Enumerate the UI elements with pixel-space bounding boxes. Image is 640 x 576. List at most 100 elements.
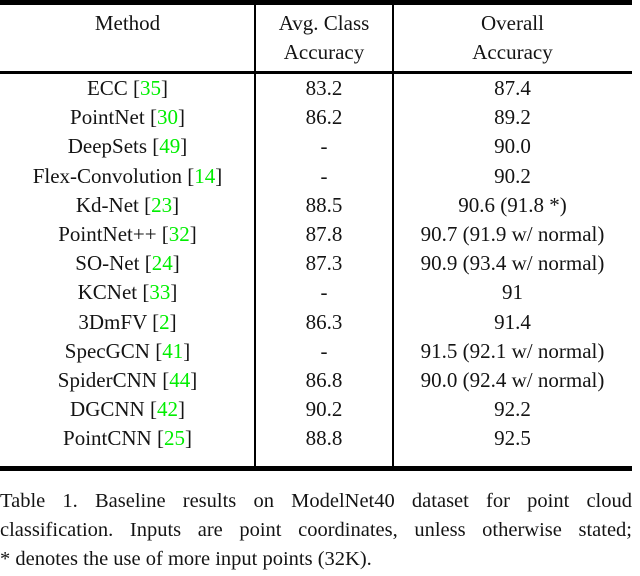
citation-link[interactable]: 30 bbox=[156, 105, 178, 130]
method-name: DeepSets bbox=[67, 134, 148, 159]
citation-link[interactable]: 42 bbox=[156, 397, 178, 422]
header-overall-line2: Accuracy bbox=[472, 40, 553, 64]
overall-accuracy-value: 90.2 bbox=[494, 163, 531, 188]
citation-bracket-close: ] bbox=[190, 368, 198, 393]
method-name: ECC bbox=[86, 76, 128, 100]
citation-bracket-close: ] bbox=[184, 426, 192, 451]
header-method: Method bbox=[94, 11, 161, 35]
overall-accuracy-value: 89.2 bbox=[494, 105, 531, 130]
avg-class-accuracy-value: 83.2 bbox=[305, 76, 343, 100]
avg-class-accuracy-value: 86.3 bbox=[305, 309, 343, 334]
citation-bracket-open: [ bbox=[144, 397, 157, 422]
header-avg-class-line2: Accuracy bbox=[283, 40, 365, 64]
method-name: Kd-Net bbox=[75, 192, 139, 217]
overall-accuracy-value: 92.5 bbox=[494, 426, 531, 451]
method-cell: SO-Net [24] bbox=[0, 249, 255, 278]
citation-bracket-open: [ bbox=[137, 280, 150, 305]
overall-accuracy-value: 91.5 (92.1 w/ normal) bbox=[420, 338, 605, 363]
method-name: Flex-Convolution bbox=[32, 163, 183, 188]
overall-accuracy-value: 90.7 (91.9 w/ normal) bbox=[420, 222, 605, 247]
citation-bracket-open: [ bbox=[156, 368, 170, 393]
table-row: Flex-Convolution [14] - 90.2 bbox=[0, 162, 632, 191]
citation-bracket-open: [ bbox=[127, 76, 141, 100]
overall-accuracy-value: 90.9 (93.4 w/ normal) bbox=[420, 251, 605, 276]
overall-accuracy-value: 90.0 (92.4 w/ normal) bbox=[420, 368, 605, 393]
citation-bracket-close: ] bbox=[172, 192, 180, 217]
citation-bracket-open: [ bbox=[182, 163, 195, 188]
citation-bracket-close: ] bbox=[169, 309, 177, 334]
citation-bracket-open: [ bbox=[151, 426, 164, 451]
citation-bracket-open: [ bbox=[138, 192, 152, 217]
avg-class-accuracy-value: 88.8 bbox=[305, 426, 343, 451]
method-cell: ECC [35] bbox=[0, 74, 255, 103]
method-cell: 3DmFV [2] bbox=[0, 308, 255, 337]
citation-bracket-open: [ bbox=[149, 338, 163, 363]
avg-class-accuracy-value: 86.8 bbox=[305, 368, 343, 393]
avg-class-accuracy-value: 87.8 bbox=[305, 222, 343, 247]
citation-link[interactable]: 14 bbox=[194, 163, 216, 188]
table-caption: Table 1. Baseline results on ModelNet40 … bbox=[0, 487, 632, 575]
avg-class-accuracy-value: - bbox=[320, 338, 328, 363]
avg-class-accuracy-value: 90.2 bbox=[305, 397, 343, 422]
overall-accuracy-value: 91 bbox=[502, 280, 523, 305]
top-rule bbox=[0, 0, 632, 5]
method-name: SpecGCN bbox=[64, 338, 150, 363]
citation-link[interactable]: 44 bbox=[169, 368, 191, 393]
method-cell: Kd-Net [23] bbox=[0, 191, 255, 220]
citation-bracket-close: ] bbox=[161, 76, 169, 100]
citation-bracket-open: [ bbox=[146, 309, 160, 334]
citation-bracket-close: ] bbox=[180, 134, 188, 159]
caption-line: * denotes the use of more input points (… bbox=[0, 548, 372, 571]
citation-link[interactable]: 35 bbox=[140, 76, 162, 100]
table-row: Kd-Net [23] 88.5 90.6 (91.8 *) bbox=[0, 191, 632, 220]
overall-accuracy-value: 91.4 bbox=[494, 309, 531, 334]
table-row: ECC [35] 83.2 87.4 bbox=[0, 74, 632, 103]
citation-link[interactable]: 25 bbox=[163, 426, 185, 451]
method-cell: SpecGCN [41] bbox=[0, 337, 255, 366]
method-cell: PointNet [30] bbox=[0, 103, 255, 132]
overall-accuracy-value: 90.0 bbox=[494, 134, 531, 159]
column-divider bbox=[254, 5, 256, 466]
table-header: Method Avg. Class Overall Accuracy Accur… bbox=[0, 5, 632, 71]
bottom-rule bbox=[0, 465, 632, 471]
citation-link[interactable]: 41 bbox=[162, 338, 184, 363]
citation-link[interactable]: 24 bbox=[151, 251, 173, 276]
method-name: 3DmFV bbox=[78, 309, 147, 334]
citation-bracket-close: ] bbox=[170, 280, 178, 305]
table-row: PointNet [30] 86.2 89.2 bbox=[0, 103, 632, 132]
citation-link[interactable]: 33 bbox=[149, 280, 171, 305]
method-name: PointNet bbox=[70, 105, 145, 130]
table-row: DeepSets [49] - 90.0 bbox=[0, 132, 632, 161]
method-cell: Flex-Convolution [14] bbox=[0, 162, 255, 191]
citation-bracket-close: ] bbox=[215, 163, 223, 188]
method-cell: PointCNN [25] bbox=[0, 424, 255, 453]
table-row: PointCNN [25] 88.8 92.5 bbox=[0, 424, 632, 453]
citation-bracket-close: ] bbox=[177, 397, 185, 422]
citation-link[interactable]: 23 bbox=[151, 192, 173, 217]
overall-accuracy-value: 90.6 (91.8 *) bbox=[458, 192, 567, 217]
header-avg-class-line1: Avg. Class bbox=[278, 11, 370, 35]
citation-link[interactable]: 49 bbox=[159, 134, 181, 159]
avg-class-accuracy-value: - bbox=[320, 280, 328, 305]
method-name: PointCNN bbox=[63, 426, 152, 451]
citation-bracket-open: [ bbox=[147, 134, 160, 159]
citation-bracket-open: [ bbox=[156, 222, 169, 247]
column-divider bbox=[392, 5, 394, 466]
citation-link[interactable]: 2 bbox=[159, 309, 170, 334]
citation-bracket-close: ] bbox=[183, 338, 191, 363]
table-row: SpiderCNN [44] 86.8 90.0 (92.4 w/ normal… bbox=[0, 366, 632, 395]
table-row: SpecGCN [41] - 91.5 (92.1 w/ normal) bbox=[0, 337, 632, 366]
citation-bracket-close: ] bbox=[189, 222, 197, 247]
method-name: DGCNN bbox=[70, 397, 145, 422]
header-overall-line1: Overall bbox=[481, 11, 544, 35]
method-name: SpiderCNN bbox=[57, 368, 157, 393]
method-name: PointNet++ bbox=[58, 222, 157, 247]
table-body: ECC [35] 83.2 87.4 PointNet [30] 86.2 89… bbox=[0, 74, 632, 466]
citation-link[interactable]: 32 bbox=[168, 222, 190, 247]
table-row: SO-Net [24] 87.3 90.9 (93.4 w/ normal) bbox=[0, 249, 632, 278]
header-method-blank bbox=[0, 38, 255, 67]
method-cell: SpiderCNN [44] bbox=[0, 366, 255, 395]
citation-bracket-open: [ bbox=[139, 251, 152, 276]
header-rule bbox=[0, 71, 632, 74]
